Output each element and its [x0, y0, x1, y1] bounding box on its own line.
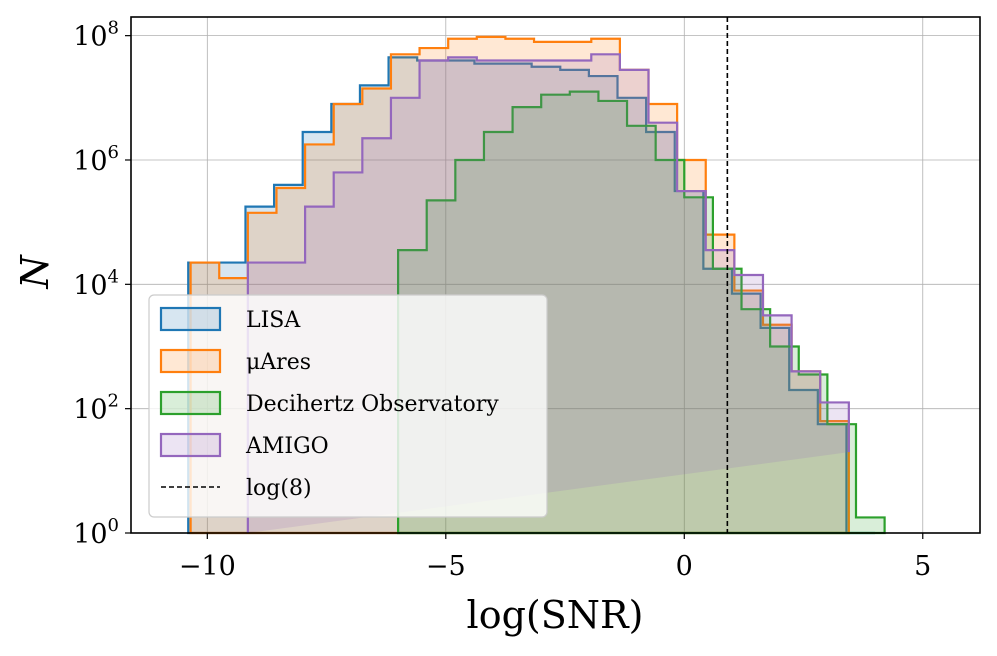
legend-label-amigo: AMIGO [245, 434, 329, 459]
legend-swatch-lisa [159, 306, 222, 332]
legend-label-lisa: LISA [246, 308, 301, 333]
legend-swatch-ares [159, 348, 222, 374]
y-tick-label: 106 [73, 142, 119, 177]
legend-swatch-amigo [159, 432, 222, 458]
legend-label-decihertz-observatory: Decihertz Observatory [246, 392, 499, 417]
x-tick-label: −5 [426, 551, 466, 582]
y-axis-label: N [13, 254, 57, 290]
legend-label-log-8: log(8) [246, 476, 312, 501]
y-tick-label: 102 [73, 391, 119, 426]
legend-swatch-decihertz-observatory [159, 390, 222, 416]
x-axis-label: log(SNR) [467, 593, 644, 637]
legend-frame [148, 294, 548, 518]
y-tick-label: 108 [73, 18, 119, 53]
y-tick-label: 104 [73, 266, 119, 301]
x-tick-label: 0 [676, 551, 693, 582]
y-tick-label: 100 [73, 515, 119, 550]
x-tick-label: 5 [914, 551, 931, 582]
x-tick-label: −10 [179, 551, 236, 582]
plot-frame [130, 16, 981, 534]
legend-label-ares: μAres [246, 350, 311, 375]
legend: LISA μAres Decihertz Observatory AMIGO log(8… [148, 294, 548, 518]
